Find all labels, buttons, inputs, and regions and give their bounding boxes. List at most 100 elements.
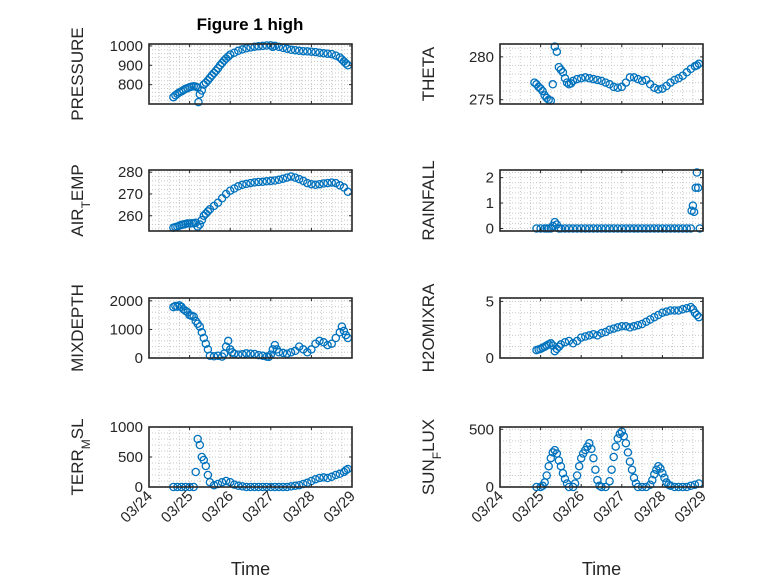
ytick-label-6-2: 1000 xyxy=(110,419,143,436)
data-point-7-27 xyxy=(591,465,600,474)
data-point-1-19 xyxy=(568,76,578,86)
data-point-1-26 xyxy=(597,76,606,86)
ylabel-2: AIRTEMP xyxy=(68,164,93,237)
xlabel-7: Time xyxy=(582,559,621,579)
data-point-7-13 xyxy=(560,474,570,484)
ytick-label-6-1: 500 xyxy=(118,449,143,466)
ytick-label-0-1: 900 xyxy=(118,57,143,74)
data-point-5-14 xyxy=(564,336,574,346)
data-point-3-17 xyxy=(585,224,594,233)
data-point-7-41 xyxy=(623,448,633,457)
data-point-0-22 xyxy=(211,66,221,75)
data-point-3-25 xyxy=(617,224,627,233)
data-point-1-15 xyxy=(560,74,570,83)
axes-frame-0 xyxy=(148,43,353,105)
data-point-5-41 xyxy=(674,306,683,315)
data-point-6-20 xyxy=(234,481,243,491)
data-point-7-7 xyxy=(548,448,558,457)
data-point-4-53 xyxy=(323,340,332,350)
data-point-4-55 xyxy=(331,333,341,343)
data-point-5-12 xyxy=(556,340,566,349)
data-point-3-42 xyxy=(686,224,696,233)
data-point-6-41 xyxy=(319,473,328,482)
data-point-3-41 xyxy=(682,224,692,233)
ylabel-6: TERRMSL xyxy=(68,418,93,495)
data-point-6-17 xyxy=(221,476,231,486)
ytick-label-4-0: 0 xyxy=(135,350,143,367)
data-point-2-34 xyxy=(270,176,280,185)
data-point-2-26 xyxy=(238,180,247,190)
data-point-3-31 xyxy=(641,224,651,233)
data-point-0-15 xyxy=(197,86,207,95)
data-point-3-48 xyxy=(693,183,703,193)
ytick-label-5-0: 0 xyxy=(486,350,494,367)
data-point-2-17 xyxy=(203,207,213,216)
data-point-1-13 xyxy=(556,65,566,74)
data-point-2-12 xyxy=(193,222,202,231)
data-point-3-12 xyxy=(564,224,574,233)
data-point-4-13 xyxy=(195,322,205,331)
data-point-7-12 xyxy=(558,468,568,478)
data-point-5-27 xyxy=(617,322,627,331)
data-point-4-30 xyxy=(242,349,251,358)
data-point-0-53 xyxy=(319,49,328,58)
data-point-1-4 xyxy=(538,86,547,96)
data-point-0-60 xyxy=(341,59,351,68)
data-point-7-42 xyxy=(625,457,635,466)
ytick-label-3-1: 1 xyxy=(486,195,494,212)
data-point-0-50 xyxy=(307,47,316,56)
data-point-7-25 xyxy=(587,444,596,454)
data-point-7-40 xyxy=(621,438,631,448)
data-point-7-4 xyxy=(542,471,551,480)
data-point-1-44 xyxy=(670,75,679,85)
data-point-0-46 xyxy=(290,45,300,55)
data-point-4-24 xyxy=(223,336,233,346)
ytick-label-7-0: 0 xyxy=(486,479,494,496)
data-point-2-40 xyxy=(294,174,304,184)
data-point-4-16 xyxy=(201,339,211,348)
data-point-4-15 xyxy=(199,333,209,343)
xlabel-6: Time xyxy=(231,559,270,579)
data-point-2-35 xyxy=(274,175,284,185)
data-point-3-7 xyxy=(550,217,560,227)
data-point-1-50 xyxy=(692,61,702,70)
data-point-4-44 xyxy=(286,348,296,357)
data-point-7-49 xyxy=(645,480,655,489)
data-point-4-34 xyxy=(258,351,267,360)
data-point-7-56 xyxy=(660,473,669,483)
data-point-3-39 xyxy=(674,224,683,233)
data-point-5-28 xyxy=(621,322,631,331)
ytick-label-6-0: 0 xyxy=(135,479,143,496)
data-point-3-28 xyxy=(629,224,639,233)
data-point-2-47 xyxy=(323,178,332,188)
data-point-3-47 xyxy=(692,168,702,177)
data-point-2-50 xyxy=(335,181,345,190)
data-point-7-53 xyxy=(654,461,663,471)
data-point-2-36 xyxy=(278,174,288,183)
data-point-2-48 xyxy=(327,178,336,187)
data-point-3-5 xyxy=(546,224,556,233)
data-point-1-30 xyxy=(613,83,622,92)
data-point-5-17 xyxy=(576,333,586,342)
data-point-4-39 xyxy=(270,340,280,350)
data-point-4-10 xyxy=(189,312,198,321)
data-point-2-33 xyxy=(266,176,276,186)
data-point-2-38 xyxy=(286,172,296,181)
ytick-label-2-2: 280 xyxy=(118,164,143,181)
data-point-5-25 xyxy=(609,324,618,333)
data-point-4-42 xyxy=(278,348,288,358)
data-point-7-34 xyxy=(609,452,618,462)
data-point-4-57 xyxy=(337,322,347,331)
data-point-7-20 xyxy=(576,453,586,463)
data-point-2-13 xyxy=(195,220,205,229)
data-point-3-37 xyxy=(666,224,675,233)
data-point-2-29 xyxy=(250,178,259,187)
data-point-2-25 xyxy=(234,182,243,191)
data-point-7-54 xyxy=(656,464,665,473)
data-point-5-44 xyxy=(686,302,696,312)
ylabel-0: PRESSURE xyxy=(68,27,87,121)
data-point-0-39 xyxy=(266,41,276,50)
data-point-6-42 xyxy=(323,473,332,483)
